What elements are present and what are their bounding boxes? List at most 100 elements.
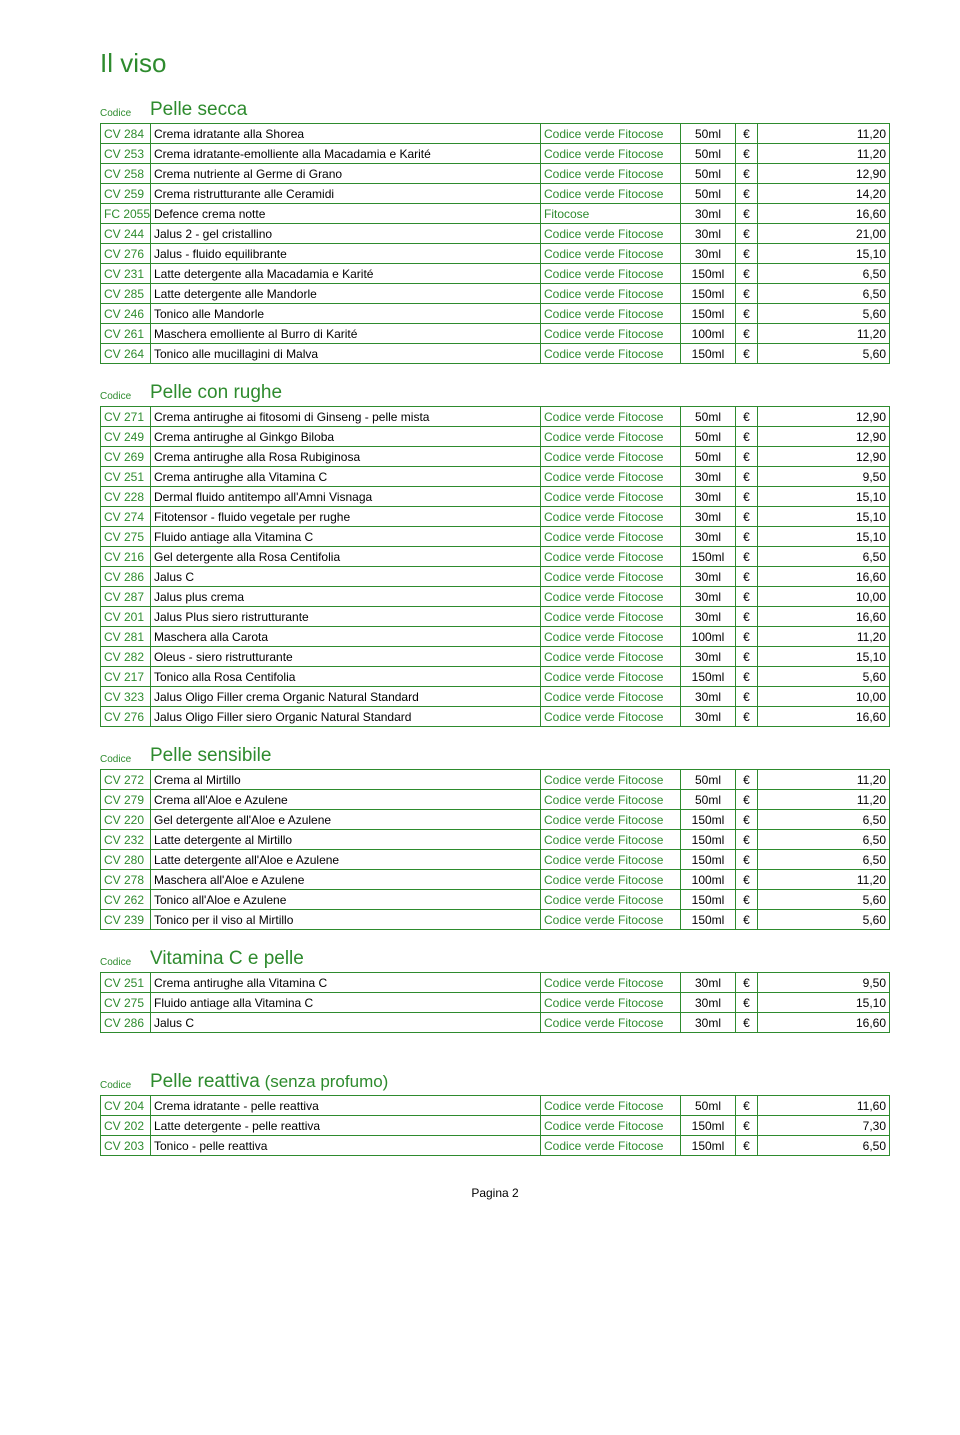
cell-code: CV 220 [101, 810, 151, 830]
cell-currency: € [736, 890, 758, 910]
cell-name: Fluido antiage alla Vitamina C [151, 993, 541, 1013]
cell-size: 150ml [681, 344, 736, 364]
cell-brand: Codice verde Fitocose [541, 647, 681, 667]
cell-currency: € [736, 427, 758, 447]
cell-size: 30ml [681, 487, 736, 507]
cell-price: 12,90 [758, 407, 890, 427]
cell-name: Dermal fluido antitempo all'Amni Visnaga [151, 487, 541, 507]
cell-price: 15,10 [758, 527, 890, 547]
cell-price: 10,00 [758, 687, 890, 707]
cell-size: 30ml [681, 224, 736, 244]
cell-size: 50ml [681, 1096, 736, 1116]
cell-brand: Codice verde Fitocose [541, 910, 681, 930]
cell-code: CV 204 [101, 1096, 151, 1116]
cell-code: CV 262 [101, 890, 151, 910]
cell-code: CV 280 [101, 850, 151, 870]
cell-brand: Codice verde Fitocose [541, 344, 681, 364]
cell-price: 12,90 [758, 427, 890, 447]
table-row: CV 276Jalus Oligo Filler siero Organic N… [101, 707, 890, 727]
table-row: CV 231Latte detergente alla Macadamia e … [101, 264, 890, 284]
cell-brand: Codice verde Fitocose [541, 284, 681, 304]
cell-size: 150ml [681, 667, 736, 687]
cell-name: Tonico - pelle reattiva [151, 1136, 541, 1156]
cell-brand: Codice verde Fitocose [541, 1116, 681, 1136]
cell-currency: € [736, 830, 758, 850]
cell-size: 30ml [681, 204, 736, 224]
cell-brand: Fitocose [541, 204, 681, 224]
cell-currency: € [736, 667, 758, 687]
cell-name: Jalus 2 - gel cristallino [151, 224, 541, 244]
cell-name: Crema antirughe ai fitosomi di Ginseng -… [151, 407, 541, 427]
table-row: CV 275Fluido antiage alla Vitamina CCodi… [101, 993, 890, 1013]
cell-price: 5,60 [758, 910, 890, 930]
cell-name: Jalus Plus siero ristrutturante [151, 607, 541, 627]
product-table: CV 204Crema idratante - pelle reattivaCo… [100, 1095, 890, 1156]
table-row: CV 280Latte detergente all'Aloe e Azulen… [101, 850, 890, 870]
cell-size: 100ml [681, 627, 736, 647]
cell-price: 14,20 [758, 184, 890, 204]
cell-name: Latte detergente alla Macadamia e Karité [151, 264, 541, 284]
section-title: Pelle reattiva (senza profumo) [150, 1071, 388, 1093]
section-header: CodicePelle con rughe [100, 382, 890, 404]
table-row: CV 217Tonico alla Rosa CentifoliaCodice … [101, 667, 890, 687]
section-title-suffix: (senza profumo) [260, 1072, 389, 1091]
cell-name: Tonico alla Rosa Centifolia [151, 667, 541, 687]
cell-brand: Codice verde Fitocose [541, 144, 681, 164]
table-row: CV 323Jalus Oligo Filler crema Organic N… [101, 687, 890, 707]
cell-price: 6,50 [758, 264, 890, 284]
table-row: CV 216Gel detergente alla Rosa Centifoli… [101, 547, 890, 567]
cell-code: CV 269 [101, 447, 151, 467]
cell-price: 11,20 [758, 790, 890, 810]
cell-name: Maschera all'Aloe e Azulene [151, 870, 541, 890]
cell-code: FC 2055 [101, 204, 151, 224]
cell-price: 12,90 [758, 164, 890, 184]
cell-brand: Codice verde Fitocose [541, 124, 681, 144]
cell-size: 150ml [681, 910, 736, 930]
cell-size: 30ml [681, 467, 736, 487]
cell-name: Crema idratante-emolliente alla Macadami… [151, 144, 541, 164]
cell-code: CV 246 [101, 304, 151, 324]
cell-brand: Codice verde Fitocose [541, 1096, 681, 1116]
cell-currency: € [736, 284, 758, 304]
table-row: CV 204Crema idratante - pelle reattivaCo… [101, 1096, 890, 1116]
cell-brand: Codice verde Fitocose [541, 790, 681, 810]
cell-name: Crema antirughe alla Rosa Rubiginosa [151, 447, 541, 467]
cell-name: Crema ristrutturante alle Ceramidi [151, 184, 541, 204]
cell-price: 5,60 [758, 890, 890, 910]
cell-brand: Codice verde Fitocose [541, 870, 681, 890]
codice-header-label: Codice [100, 754, 150, 767]
cell-currency: € [736, 790, 758, 810]
table-row: CV 285Latte detergente alle MandorleCodi… [101, 284, 890, 304]
cell-currency: € [736, 184, 758, 204]
cell-code: CV 203 [101, 1136, 151, 1156]
cell-name: Defence crema notte [151, 204, 541, 224]
page-footer: Pagina 2 [100, 1186, 890, 1200]
cell-currency: € [736, 607, 758, 627]
section-title: Vitamina C e pelle [150, 948, 304, 970]
cell-size: 150ml [681, 830, 736, 850]
cell-currency: € [736, 910, 758, 930]
cell-price: 6,50 [758, 830, 890, 850]
cell-code: CV 284 [101, 124, 151, 144]
cell-price: 10,00 [758, 587, 890, 607]
cell-name: Crema antirughe alla Vitamina C [151, 467, 541, 487]
cell-currency: € [736, 1136, 758, 1156]
cell-size: 50ml [681, 447, 736, 467]
cell-brand: Codice verde Fitocose [541, 244, 681, 264]
table-row: CV 201Jalus Plus siero ristrutturanteCod… [101, 607, 890, 627]
table-row: CV 262Tonico all'Aloe e AzuleneCodice ve… [101, 890, 890, 910]
cell-currency: € [736, 244, 758, 264]
cell-name: Fitotensor - fluido vegetale per rughe [151, 507, 541, 527]
section-title: Pelle secca [150, 99, 247, 121]
cell-price: 16,60 [758, 607, 890, 627]
table-row: CV 281Maschera alla CarotaCodice verde F… [101, 627, 890, 647]
cell-price: 11,20 [758, 870, 890, 890]
cell-currency: € [736, 507, 758, 527]
cell-name: Jalus Oligo Filler siero Organic Natural… [151, 707, 541, 727]
cell-size: 150ml [681, 284, 736, 304]
cell-currency: € [736, 324, 758, 344]
cell-code: CV 282 [101, 647, 151, 667]
product-table: CV 272Crema al MirtilloCodice verde Fito… [100, 769, 890, 930]
table-row: CV 286Jalus CCodice verde Fitocose30ml€1… [101, 567, 890, 587]
cell-size: 30ml [681, 993, 736, 1013]
